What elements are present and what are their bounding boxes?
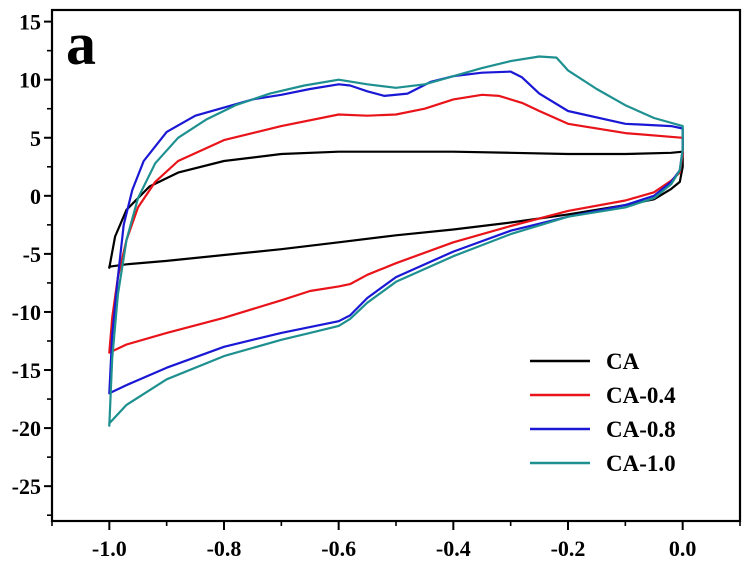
series-layer: [108, 55, 684, 427]
x-tick-label: -0.4: [436, 536, 471, 561]
legend: CA CA-0.4 CA-0.8 CA-1.0: [530, 349, 676, 476]
legend-label: CA-0.8: [606, 417, 676, 442]
x-tick-label: 0.0: [669, 536, 697, 561]
x-tick-label: -0.6: [321, 536, 356, 561]
y-tick-label: 10: [19, 68, 41, 93]
y-tick-label: -25: [12, 474, 41, 499]
series-line-ca-1-0: [108, 55, 684, 427]
legend-label: CA-1.0: [606, 451, 676, 476]
legend-label: CA: [606, 349, 640, 374]
series-line-ca-0-4: [108, 93, 684, 354]
panel-label: a: [66, 11, 96, 77]
x-tick-label: -1.0: [92, 536, 127, 561]
series-line-ca: [108, 150, 684, 269]
y-tick-label: 15: [19, 10, 41, 35]
y-tick-label: -5: [23, 242, 41, 267]
x-tick-label: -0.2: [551, 536, 586, 561]
axes-layer: -1.0 -0.8 -0.6 -0.4 -0.2 0.0 15 10 5 0 -5 -10 -15 -20…: [12, 10, 741, 561]
y-tick-label: 0: [30, 184, 41, 209]
legend-label: CA-0.4: [606, 383, 676, 408]
x-tick-label: -0.8: [207, 536, 242, 561]
plot-frame: [50, 8, 742, 523]
y-tick-label: -20: [12, 416, 41, 441]
series-line-ca-0-8: [108, 70, 684, 395]
y-tick-label: 5: [30, 126, 41, 151]
y-tick-label: -10: [12, 300, 41, 325]
y-tick-label: -15: [12, 358, 41, 383]
